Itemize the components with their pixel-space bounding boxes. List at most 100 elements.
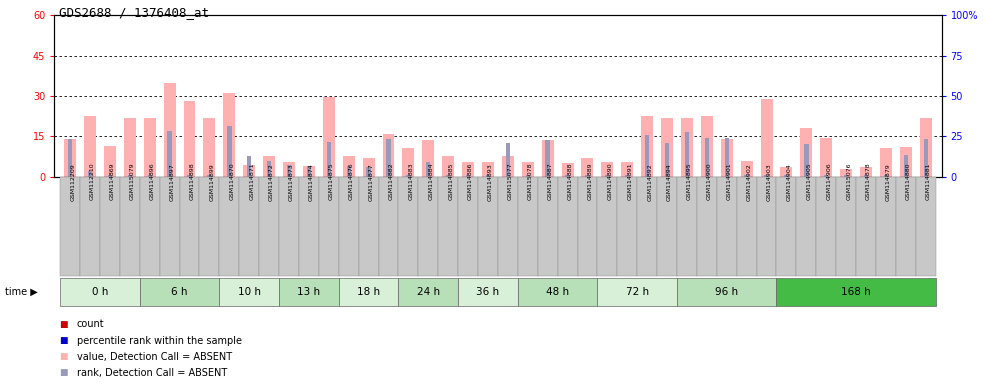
Bar (506, 143, 510, 177)
Bar (896, 177, 916, 276)
Text: percentile rank within the sample: percentile rank within the sample (77, 336, 242, 346)
Bar (458, 278, 518, 306)
Bar (605, 175, 609, 177)
Bar (359, 177, 379, 276)
Text: count: count (77, 319, 105, 329)
Bar (164, 83, 176, 177)
Bar (801, 128, 812, 177)
Bar (541, 140, 554, 177)
Bar (160, 177, 179, 276)
Text: GSM114880: GSM114880 (906, 163, 911, 200)
Bar (916, 177, 936, 276)
Bar (844, 175, 848, 177)
Bar (677, 177, 697, 276)
Text: GSM114885: GSM114885 (449, 163, 454, 200)
Bar (68, 139, 72, 177)
Text: GSM114883: GSM114883 (408, 163, 413, 200)
Bar (900, 147, 912, 177)
Bar (625, 175, 629, 177)
Bar (705, 138, 709, 177)
Bar (339, 278, 398, 306)
Bar (219, 177, 240, 276)
Bar (764, 175, 769, 177)
Text: ■: ■ (59, 368, 68, 377)
Bar (127, 175, 132, 177)
Bar (756, 177, 777, 276)
Text: GSM112210: GSM112210 (90, 163, 95, 200)
Bar (88, 171, 93, 177)
Text: GSM114900: GSM114900 (707, 163, 712, 200)
Bar (641, 116, 653, 177)
Bar (100, 177, 120, 276)
Bar (426, 162, 431, 177)
Bar (406, 175, 410, 177)
Text: GSM112209: GSM112209 (70, 163, 75, 200)
Bar (339, 177, 359, 276)
Bar (518, 177, 537, 276)
Bar (805, 144, 809, 177)
Text: GSM114904: GSM114904 (787, 163, 792, 200)
Bar (820, 138, 832, 177)
Bar (657, 177, 677, 276)
Bar (283, 162, 295, 177)
Text: GSM114896: GSM114896 (150, 163, 155, 200)
Text: value, Detection Call = ABSENT: value, Detection Call = ABSENT (77, 352, 232, 362)
Bar (740, 161, 752, 177)
Bar (816, 177, 836, 276)
Text: 13 h: 13 h (298, 287, 320, 297)
Text: GSM114872: GSM114872 (269, 163, 274, 200)
Text: GSM114874: GSM114874 (309, 163, 314, 200)
Bar (120, 177, 140, 276)
Text: GSM114898: GSM114898 (189, 163, 194, 200)
Bar (721, 139, 733, 177)
Bar (677, 278, 777, 306)
Bar (462, 162, 474, 177)
Bar (107, 175, 112, 177)
Text: GSM115079: GSM115079 (130, 163, 135, 200)
Bar (621, 162, 633, 177)
Text: GSM114873: GSM114873 (289, 163, 294, 200)
Bar (717, 177, 737, 276)
Bar (665, 143, 669, 177)
Bar (144, 118, 156, 177)
Bar (578, 177, 598, 276)
Bar (267, 161, 271, 177)
Bar (227, 126, 232, 177)
Text: ■: ■ (59, 352, 68, 361)
Bar (179, 177, 199, 276)
Text: GSM114894: GSM114894 (668, 163, 672, 200)
Bar (322, 98, 335, 177)
Bar (418, 177, 438, 276)
Bar (522, 162, 533, 177)
Bar (836, 177, 856, 276)
Bar (207, 175, 212, 177)
Bar (502, 157, 514, 177)
Bar (876, 177, 896, 276)
Bar (545, 140, 550, 177)
Bar (80, 177, 100, 276)
Bar (737, 177, 756, 276)
Text: GSM114891: GSM114891 (627, 163, 632, 200)
Text: GSM114899: GSM114899 (209, 163, 214, 200)
Text: GSM115078: GSM115078 (528, 163, 532, 200)
Bar (422, 140, 434, 177)
Text: GSM114881: GSM114881 (926, 163, 931, 200)
Bar (883, 175, 888, 177)
Bar (582, 158, 594, 177)
Bar (379, 177, 398, 276)
Bar (140, 278, 219, 306)
Bar (637, 177, 657, 276)
Text: GSM114877: GSM114877 (369, 163, 374, 200)
Text: GSM114890: GSM114890 (607, 163, 612, 200)
Bar (784, 175, 789, 177)
Text: GSM115076: GSM115076 (846, 163, 851, 200)
Bar (259, 177, 279, 276)
Text: 48 h: 48 h (546, 287, 569, 297)
Bar (60, 278, 140, 306)
Bar (526, 175, 529, 177)
Bar (199, 177, 219, 276)
Text: 0 h: 0 h (92, 287, 108, 297)
Bar (880, 149, 892, 177)
Text: GSM114893: GSM114893 (488, 163, 493, 200)
Bar (398, 177, 418, 276)
